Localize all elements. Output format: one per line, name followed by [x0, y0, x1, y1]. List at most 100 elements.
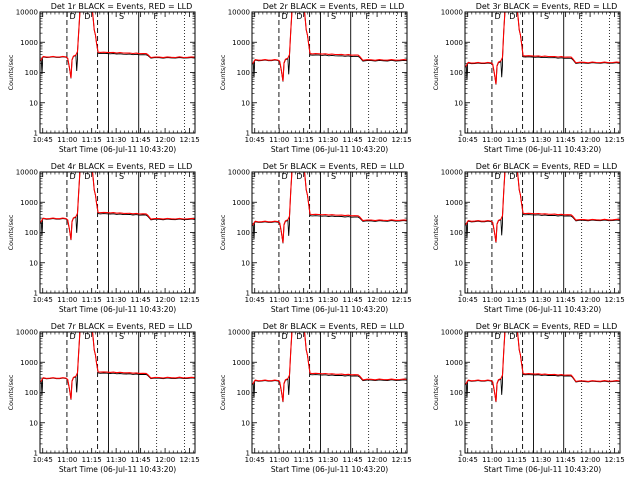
y-tick-label: 10000 [228, 329, 250, 337]
marker-label: S [331, 12, 336, 21]
marker-label: D [495, 172, 501, 181]
marker-label: S [544, 332, 549, 341]
y-axis-label: Counts/sec [7, 214, 15, 250]
y-tick-label: 100 [450, 229, 463, 237]
x-tick-label: 12:15 [179, 136, 199, 144]
marker-label: D [495, 12, 501, 21]
series-line-lld [40, 332, 195, 400]
series-line-events [40, 12, 195, 79]
y-tick-label: 10000 [441, 329, 463, 337]
x-axis-label: Start Time (06-Jul-11 10:43:20) [271, 465, 388, 474]
marker-label: S [544, 172, 549, 181]
x-tick-label: 12:00 [367, 456, 387, 464]
chart-title: Det 2r BLACK = Events, RED = LLD [263, 2, 405, 11]
y-tick-label: 10 [241, 259, 250, 267]
x-tick-label: 11:00 [269, 136, 289, 144]
x-tick-label: 12:15 [179, 456, 199, 464]
series-line-events [465, 12, 620, 85]
marker-label: D [70, 172, 76, 181]
chart-panel-2: Det 2r BLACK = Events, RED = LLD Counts/s… [219, 2, 412, 154]
marker-label: D [84, 12, 90, 21]
x-tick-label: 12:00 [367, 296, 387, 304]
marker-label: D [282, 332, 288, 341]
chart-panel-5: Det 5r BLACK = Events, RED = LLD Counts/s… [219, 162, 412, 314]
marker-label: D [296, 332, 302, 341]
x-tick-label: 11:15 [507, 296, 527, 304]
marker-label: D [70, 332, 76, 341]
y-tick-label: 1000 [20, 199, 38, 207]
chart-title: Det 1r BLACK = Events, RED = LLD [51, 2, 193, 11]
series-line-lld [252, 172, 407, 243]
x-tick-label: 12:00 [580, 296, 600, 304]
x-tick-label: 12:00 [155, 296, 175, 304]
y-tick-label: 1000 [232, 199, 250, 207]
marker-label: F [154, 172, 159, 181]
series-line-lld [252, 332, 407, 402]
x-tick-label: 10:45 [458, 136, 478, 144]
y-tick-label: 10 [241, 419, 250, 427]
marker-label: D [282, 12, 288, 21]
chart-panel-6: Det 6r BLACK = Events, RED = LLD Counts/s… [432, 162, 625, 314]
series-line-events [252, 172, 407, 244]
x-tick-label: 11:00 [57, 296, 77, 304]
x-axis-label: Start Time (06-Jul-11 10:43:20) [484, 305, 601, 314]
y-tick-label: 10000 [441, 9, 463, 17]
x-tick-label: 11:30 [106, 136, 126, 144]
x-tick-label: 10:45 [33, 136, 53, 144]
x-tick-label: 12:15 [604, 456, 624, 464]
x-tick-label: 12:00 [367, 136, 387, 144]
y-axis-label: Counts/sec [432, 54, 440, 90]
marker-label: D [509, 12, 515, 21]
series-line-lld [465, 12, 620, 84]
chart-title: Det 5r BLACK = Events, RED = LLD [263, 162, 405, 171]
x-tick-label: 11:15 [294, 136, 314, 144]
marker-label: S [119, 172, 124, 181]
x-tick-label: 12:15 [604, 136, 624, 144]
series-line-lld [465, 332, 620, 402]
marker-label: D [509, 332, 515, 341]
plot-frame [464, 171, 621, 294]
x-tick-label: 11:15 [82, 456, 102, 464]
marker-label: F [154, 332, 159, 341]
x-tick-label: 11:45 [343, 296, 363, 304]
series-line-events [465, 332, 620, 403]
marker-label: S [544, 12, 549, 21]
plot-frame [251, 11, 408, 134]
y-tick-label: 10000 [16, 9, 38, 17]
plot-frame [39, 171, 196, 294]
x-axis-label: Start Time (06-Jul-11 10:43:20) [59, 305, 176, 314]
x-tick-label: 10:45 [245, 456, 265, 464]
marker-label: F [154, 12, 159, 21]
y-tick-label: 1 [246, 290, 250, 298]
y-tick-label: 1000 [445, 359, 463, 367]
marker-label: F [579, 332, 584, 341]
y-tick-label: 100 [237, 389, 250, 397]
x-tick-label: 11:15 [294, 456, 314, 464]
marker-label: D [70, 12, 76, 21]
y-tick-label: 10 [29, 259, 38, 267]
y-tick-label: 100 [237, 69, 250, 77]
y-tick-label: 1 [34, 290, 38, 298]
x-axis-label: Start Time (06-Jul-11 10:43:20) [484, 465, 601, 474]
marker-label: D [296, 12, 302, 21]
x-tick-label: 11:30 [106, 456, 126, 464]
x-tick-label: 12:00 [580, 456, 600, 464]
x-tick-label: 11:30 [106, 296, 126, 304]
marker-label: S [331, 332, 336, 341]
y-tick-label: 100 [450, 389, 463, 397]
y-tick-label: 1000 [20, 359, 38, 367]
x-tick-label: 11:00 [269, 296, 289, 304]
chart-title: Det 7r BLACK = Events, RED = LLD [51, 322, 193, 331]
marker-label: D [495, 332, 501, 341]
series-line-lld [40, 172, 195, 240]
series-line-events [40, 332, 195, 400]
y-tick-label: 1000 [445, 39, 463, 47]
y-tick-label: 10000 [441, 169, 463, 177]
x-axis-label: Start Time (06-Jul-11 10:43:20) [59, 465, 176, 474]
x-tick-label: 11:45 [556, 296, 576, 304]
x-axis-label: Start Time (06-Jul-11 10:43:20) [59, 145, 176, 154]
x-tick-label: 11:00 [482, 136, 502, 144]
plot-frame [39, 11, 196, 134]
marker-label: F [366, 12, 371, 21]
x-tick-label: 11:45 [343, 136, 363, 144]
